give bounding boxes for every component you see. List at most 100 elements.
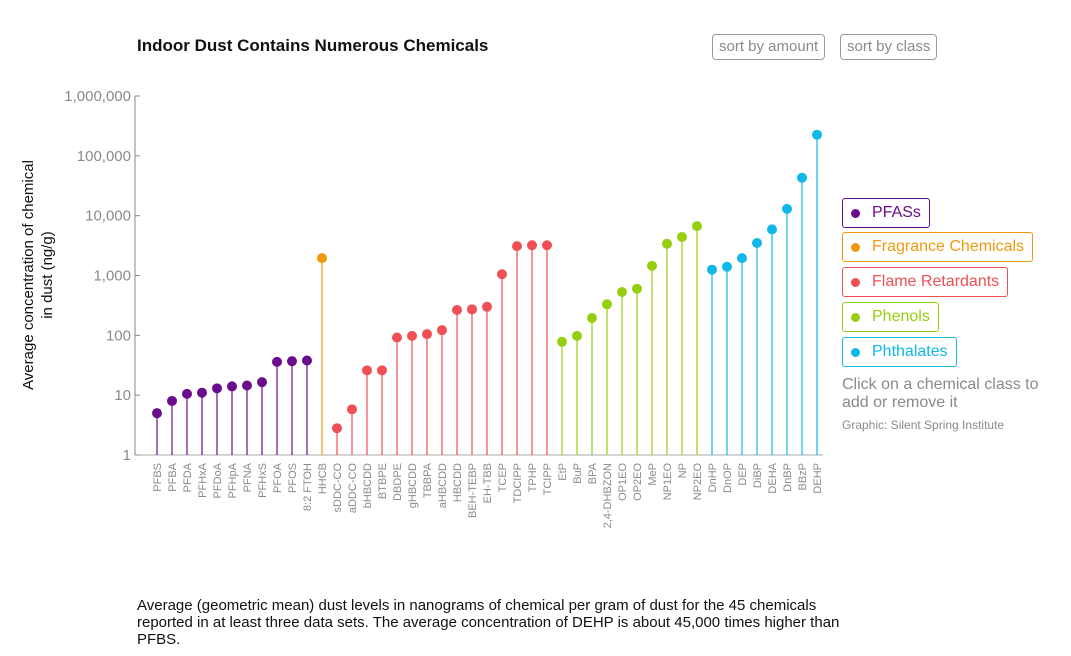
data-point[interactable] <box>302 355 312 366</box>
data-point[interactable] <box>542 240 552 251</box>
data-point[interactable] <box>242 380 252 391</box>
data-point[interactable] <box>647 260 657 271</box>
sort-by-amount-button[interactable]: sort by amount <box>712 34 826 60</box>
chart-caption: Average (geometric mean) dust levels in … <box>137 597 840 648</box>
x-tick-label: DiBP <box>752 463 764 488</box>
data-point[interactable] <box>152 408 162 419</box>
legend-label: Phenols <box>872 308 930 325</box>
x-tick-label: TPHP <box>527 463 539 492</box>
x-tick-label: DnHP <box>707 463 719 492</box>
data-point[interactable] <box>752 237 762 248</box>
x-tick-label: EH-TBB <box>482 463 494 503</box>
data-point[interactable] <box>797 172 807 183</box>
data-point[interactable] <box>317 253 327 264</box>
data-point[interactable] <box>182 388 192 399</box>
data-point[interactable] <box>482 301 492 312</box>
data-point[interactable] <box>347 404 357 415</box>
x-tick-label: PFDA <box>182 462 194 492</box>
x-tick-label: EtP <box>557 463 569 481</box>
legend-dot-icon <box>851 277 860 287</box>
data-point[interactable] <box>737 253 747 264</box>
x-tick-label: DEHP <box>812 463 824 494</box>
legend-item-fragrance-chemicals[interactable]: Fragrance Chemicals <box>842 232 1034 262</box>
x-tick-label: 2,4-DHBZON <box>602 463 614 528</box>
data-point[interactable] <box>212 383 222 394</box>
chart-title: Indoor Dust Contains Numerous Chemicals <box>137 36 489 55</box>
x-tick-label: TCIPP <box>542 463 554 495</box>
data-point[interactable] <box>587 312 597 323</box>
x-tick-label: PFDoA <box>212 462 224 498</box>
x-tick-label: BTBPE <box>377 463 389 499</box>
data-point[interactable] <box>452 305 462 316</box>
x-tick-label: BPA <box>587 462 599 484</box>
data-point[interactable] <box>392 332 402 343</box>
x-tick-label: TBBPA <box>422 462 434 498</box>
legend-label: Fragrance Chemicals <box>872 238 1025 255</box>
x-tick-label: NP2EO <box>692 463 704 501</box>
x-tick-label: BBzP <box>797 463 809 491</box>
data-point[interactable] <box>707 264 717 275</box>
data-point[interactable] <box>377 365 387 376</box>
sort-by-class-button[interactable]: sort by class <box>840 34 938 60</box>
data-point[interactable] <box>227 381 237 392</box>
data-point[interactable] <box>272 356 282 367</box>
legend-item-phenols[interactable]: Phenols <box>842 302 939 332</box>
legend-item-flame-retardants[interactable]: Flame Retardants <box>842 267 1009 297</box>
data-point[interactable] <box>362 365 372 376</box>
data-point[interactable] <box>677 232 687 243</box>
x-tick-label: sDDC-CO <box>332 463 344 513</box>
data-point[interactable] <box>167 395 177 406</box>
x-tick-label: PFBS <box>152 463 164 492</box>
x-tick-label: PFBA <box>167 462 179 491</box>
x-tick-label: PFNA <box>242 462 254 492</box>
x-tick-label: NP1EO <box>662 463 674 501</box>
x-tick-label: BuP <box>572 463 584 484</box>
data-point[interactable] <box>632 283 642 294</box>
data-point[interactable] <box>692 221 702 232</box>
x-tick-label: DBDPE <box>392 463 404 501</box>
legend-label: Flame Retardants <box>872 273 1000 290</box>
data-point[interactable] <box>617 286 627 297</box>
x-tick-label: BEH-TEBP <box>467 463 479 518</box>
x-tick-label: bHBCDD <box>362 463 374 508</box>
data-point[interactable] <box>257 377 267 388</box>
data-point[interactable] <box>602 299 612 310</box>
legend-item-phthalates[interactable]: Phthalates <box>842 337 957 367</box>
data-point[interactable] <box>407 330 417 341</box>
data-point[interactable] <box>557 336 567 347</box>
legend-label: PFASs <box>872 204 921 221</box>
x-tick-label: NP <box>677 463 689 478</box>
data-point[interactable] <box>812 129 822 140</box>
data-point[interactable] <box>197 387 207 398</box>
x-tick-label: MeP <box>647 463 659 486</box>
x-tick-label: DEP <box>737 463 749 486</box>
data-point[interactable] <box>467 304 477 315</box>
data-point[interactable] <box>287 356 297 367</box>
x-tick-label: PFHpA <box>227 462 239 498</box>
data-point[interactable] <box>527 240 537 251</box>
data-point[interactable] <box>497 269 507 280</box>
data-point[interactable] <box>512 241 522 252</box>
x-tick-label: OP2EO <box>632 463 644 501</box>
data-point[interactable] <box>332 423 342 434</box>
data-point[interactable] <box>422 329 432 340</box>
legend-dot-icon <box>851 242 860 252</box>
data-point[interactable] <box>437 325 447 336</box>
x-tick-label: DnBP <box>782 463 794 492</box>
x-tick-label: aHBCDD <box>437 463 449 508</box>
data-point[interactable] <box>722 261 732 272</box>
x-tick-label: gHBCDD <box>407 463 419 508</box>
data-point[interactable] <box>782 203 792 214</box>
x-tick-label: DEHA <box>767 462 779 493</box>
x-tick-label: TDCIPP <box>512 463 524 503</box>
x-tick-label: HHCB <box>317 463 329 494</box>
data-point[interactable] <box>767 224 777 235</box>
legend-dot-icon <box>851 347 860 357</box>
legend-hint: Click on a chemical class to add or remo… <box>842 376 1039 411</box>
graphic-credit: Graphic: Silent Spring Institute <box>842 418 1005 432</box>
legend-item-pfass[interactable]: PFASs <box>842 198 930 228</box>
y-tick-label: 10,000 <box>85 208 131 225</box>
data-point[interactable] <box>662 238 672 249</box>
legend-label: Phthalates <box>872 343 948 360</box>
data-point[interactable] <box>572 330 582 341</box>
